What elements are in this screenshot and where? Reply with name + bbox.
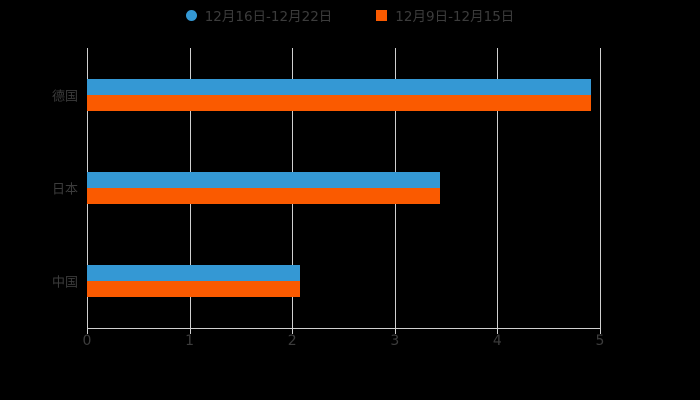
chart-legend: 12月16日-12月22日 12月9日-12月15日 bbox=[0, 0, 700, 30]
bar[interactable] bbox=[87, 265, 301, 282]
legend-label: 12月9日-12月15日 bbox=[395, 9, 515, 25]
x-axis-tick-mark bbox=[394, 328, 396, 334]
y-axis-tick-label: 中国 bbox=[51, 275, 78, 291]
x-axis-tick-label: 5 bbox=[595, 333, 605, 349]
x-axis-tick-mark bbox=[87, 328, 88, 334]
x-axis-line bbox=[87, 328, 601, 329]
x-axis-tick-mark bbox=[189, 328, 191, 334]
bar[interactable] bbox=[87, 78, 591, 95]
x-axis-tick-mark bbox=[292, 328, 294, 334]
y-axis-tick-label: 日本 bbox=[51, 182, 78, 198]
y-axis-tick-label: 德国 bbox=[51, 89, 78, 105]
x-axis-tick-label: 1 bbox=[185, 333, 195, 349]
bar[interactable] bbox=[87, 188, 440, 204]
x-axis-tick-label: 2 bbox=[287, 333, 297, 349]
bar[interactable] bbox=[87, 281, 301, 298]
x-axis-tick-label: 3 bbox=[390, 333, 400, 349]
legend-circle-marker-icon bbox=[185, 9, 197, 21]
x-axis-tick-label: 0 bbox=[82, 333, 92, 349]
x-axis-tick-label: 4 bbox=[492, 333, 502, 349]
legend-entry[interactable]: 12月16日-12月22日 bbox=[185, 5, 333, 25]
bar[interactable] bbox=[87, 94, 591, 111]
gridline bbox=[600, 48, 601, 328]
gridline bbox=[497, 48, 499, 328]
legend-label: 12月16日-12月22日 bbox=[204, 9, 333, 25]
legend-entry[interactable]: 12月9日-12月15日 bbox=[376, 5, 514, 25]
legend-square-marker-icon bbox=[376, 9, 388, 21]
x-axis-tick-mark bbox=[600, 328, 601, 334]
bar[interactable] bbox=[87, 172, 440, 188]
plot-area bbox=[87, 48, 601, 334]
x-axis-tick-mark bbox=[497, 328, 499, 334]
